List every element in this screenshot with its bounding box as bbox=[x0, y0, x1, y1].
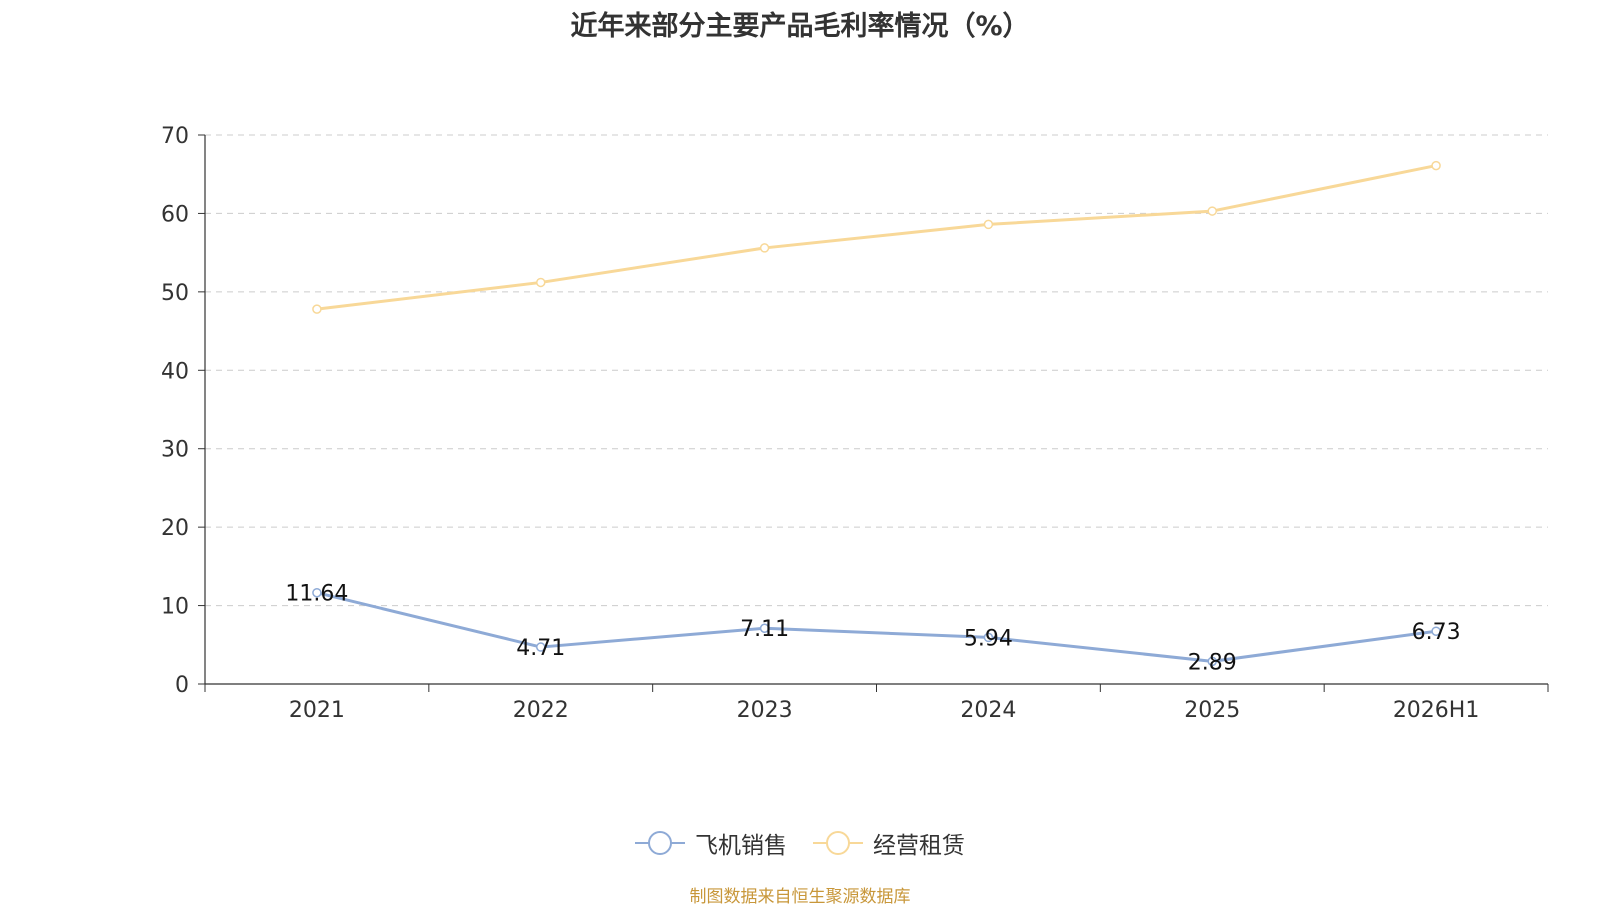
y-tick-label-20: 20 bbox=[161, 516, 189, 541]
y-tick-label-10: 10 bbox=[161, 595, 189, 620]
series-1-point-4 bbox=[1207, 206, 1217, 216]
y-tick-label-60: 60 bbox=[161, 202, 189, 227]
series-line-0 bbox=[316, 591, 1437, 663]
legend-item-operating-lease[interactable]: 经营租赁 bbox=[813, 826, 965, 860]
chart-title: 近年来部分主要产品毛利率情况（%） bbox=[570, 11, 1030, 42]
y-tick-label-50: 50 bbox=[161, 281, 189, 306]
series-0-point-5 bbox=[1431, 626, 1441, 636]
series-1-point-5 bbox=[1431, 160, 1441, 171]
series-line-1 bbox=[316, 164, 1437, 311]
y-tick-label-0: 0 bbox=[175, 673, 189, 698]
series-0-data-label-0: 11.64 bbox=[285, 582, 348, 607]
x-tick-label-2023: 2023 bbox=[737, 698, 793, 723]
legend-label-operating-lease: 经营租赁 bbox=[873, 833, 965, 859]
series-1-point-3 bbox=[983, 219, 994, 230]
legend-label-aircraft-sales: 飞机销售 bbox=[695, 833, 787, 859]
series-0-data-label-2: 7.11 bbox=[740, 617, 789, 642]
legend: 飞机销售 经营租赁 bbox=[0, 826, 1600, 860]
series-1-point-1 bbox=[536, 277, 546, 288]
x-tick-label-2026H1: 2026H1 bbox=[1393, 698, 1480, 723]
series-0-point-1 bbox=[536, 642, 546, 652]
series-1-point-2 bbox=[759, 243, 770, 253]
legend-item-aircraft-sales[interactable]: 飞机销售 bbox=[635, 826, 787, 860]
series-1-point-0 bbox=[312, 304, 322, 314]
x-tick-label-2022: 2022 bbox=[513, 698, 569, 723]
series-0-data-label-5: 6.73 bbox=[1412, 620, 1461, 645]
legend-swatch-operating-lease bbox=[813, 831, 863, 855]
series-0-data-label-4: 2.89 bbox=[1188, 650, 1237, 675]
y-tick-label-30: 30 bbox=[161, 438, 189, 463]
y-tick-label-70: 70 bbox=[161, 124, 189, 149]
series-0-data-label-3: 5.94 bbox=[964, 626, 1013, 651]
series-0-point-3 bbox=[983, 632, 994, 643]
y-tick-label-40: 40 bbox=[161, 359, 189, 384]
series-0-point-2 bbox=[759, 623, 770, 633]
series-0-point-4 bbox=[1207, 656, 1217, 667]
legend-swatch-aircraft-sales bbox=[635, 831, 685, 855]
series-0-data-label-1: 4.71 bbox=[516, 636, 565, 661]
x-tick-label-2025: 2025 bbox=[1184, 698, 1240, 723]
source-note: 制图数据来自恒生聚源数据库 bbox=[689, 887, 911, 907]
x-tick-label-2024: 2024 bbox=[960, 698, 1016, 723]
series-0-point-0 bbox=[312, 587, 322, 598]
x-tick-label-2021: 2021 bbox=[289, 698, 345, 723]
